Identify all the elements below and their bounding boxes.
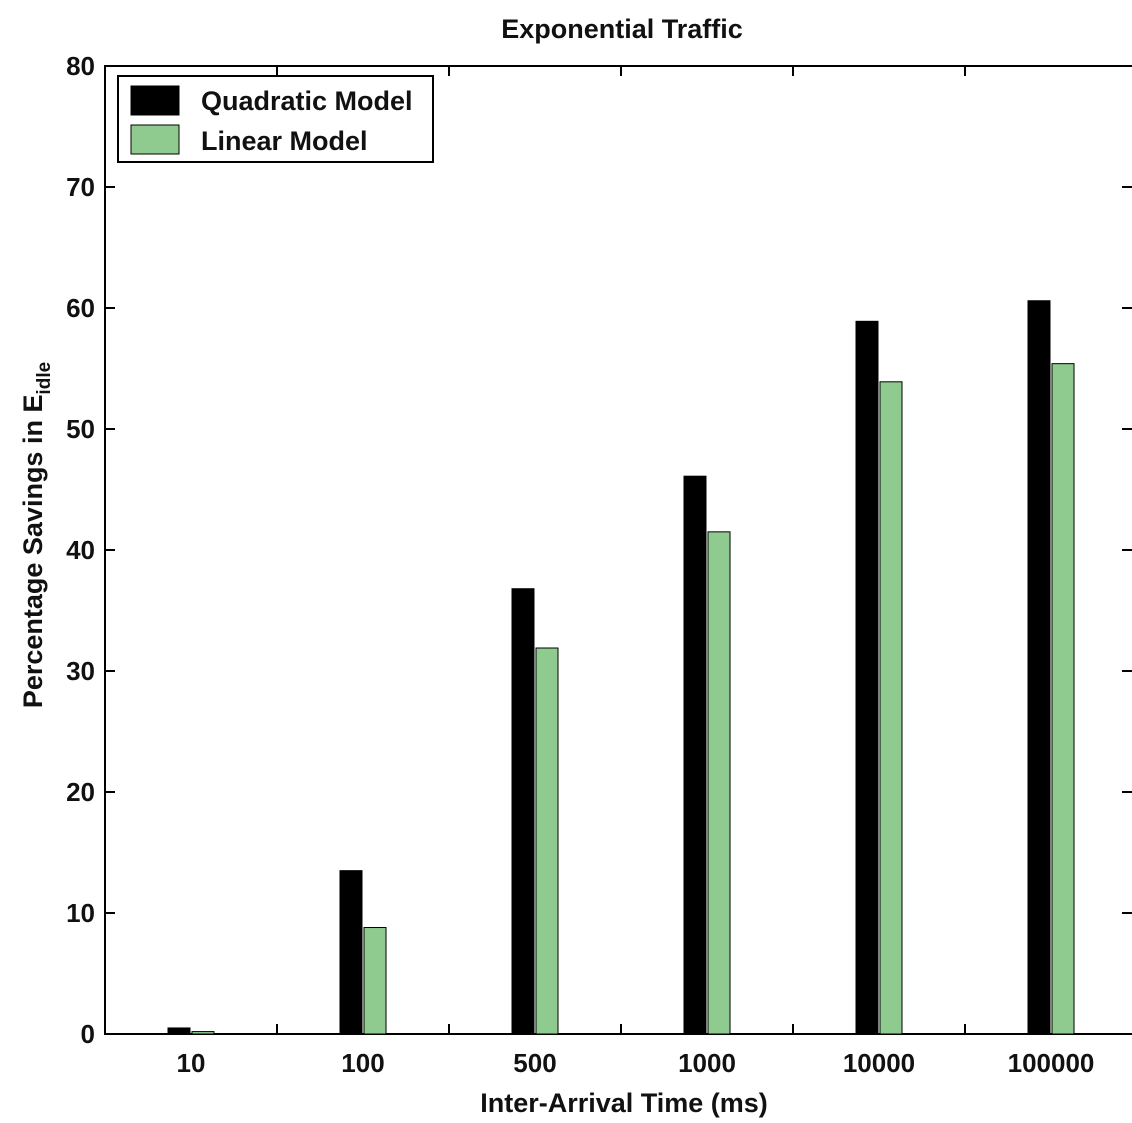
- x-tick-label: 1000: [678, 1048, 736, 1078]
- x-tick-label: 500: [513, 1048, 556, 1078]
- y-tick-label: 60: [66, 293, 95, 323]
- y-axis-label-sub: idle: [34, 362, 55, 395]
- y-tick-label: 70: [66, 172, 95, 202]
- y-tick-label: 0: [81, 1019, 95, 1049]
- plot-frame: [104, 65, 1132, 1035]
- y-axis-label: Percentage Savings in Eidle: [18, 362, 55, 708]
- bar-linear: [1051, 363, 1075, 1035]
- x-axis-label: Inter-Arrival Time (ms): [480, 1088, 768, 1118]
- bar-linear: [879, 381, 903, 1035]
- bars: [167, 300, 1075, 1035]
- legend-label-linear: Linear Model: [201, 126, 368, 156]
- x-tick-label: 10: [177, 1048, 206, 1078]
- chart-title: Exponential Traffic: [501, 14, 743, 44]
- x-tick-label: 100000: [1008, 1048, 1095, 1078]
- y-axis-ticks: 0 10 20 30 40 50 60 70 80: [66, 51, 1132, 1049]
- bar-linear: [535, 647, 559, 1035]
- bar-linear: [191, 1031, 215, 1035]
- bar-linear: [363, 927, 387, 1035]
- y-tick-label: 80: [66, 51, 95, 81]
- legend-label-quadratic: Quadratic Model: [201, 86, 413, 116]
- x-tick-label: 100: [341, 1048, 384, 1078]
- bar-quadratic: [855, 320, 879, 1035]
- bar-quadratic: [167, 1027, 191, 1035]
- bar-quadratic: [1027, 300, 1051, 1035]
- x-axis-ticks: 10 100 500 1000 10000 100000: [177, 66, 1095, 1078]
- legend-swatch-linear: [130, 124, 180, 155]
- bar-quadratic: [339, 870, 363, 1035]
- x-tick-label: 10000: [843, 1048, 915, 1078]
- y-axis-label-main: Percentage Savings in E: [18, 395, 48, 709]
- y-tick-label: 20: [66, 777, 95, 807]
- bar-quadratic: [683, 475, 707, 1035]
- y-tick-label: 40: [66, 535, 95, 565]
- bar-quadratic: [511, 588, 535, 1035]
- bar-linear: [707, 531, 731, 1035]
- legend-swatch-quadratic: [130, 85, 180, 116]
- y-tick-label: 10: [66, 898, 95, 928]
- y-tick-label: 50: [66, 414, 95, 444]
- y-tick-label: 30: [66, 656, 95, 686]
- legend: Quadratic Model Linear Model: [117, 75, 434, 163]
- plot-area: 0 10 20 30 40 50 60 70 80 10 100 500 1000 10000 10000…: [66, 51, 1132, 1078]
